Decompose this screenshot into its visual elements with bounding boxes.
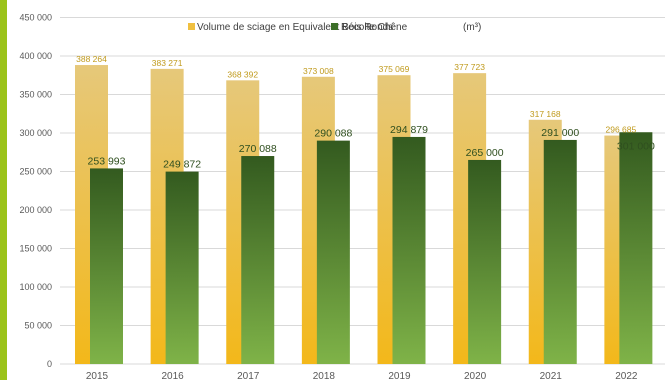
left-accent-bar (0, 0, 7, 380)
data-labels: 388 264 253 993 383 271 249 872 368 392 270 0… (76, 54, 655, 171)
x-tick-label-2015: 2015 (86, 371, 109, 380)
bars (75, 65, 653, 365)
y-tick-label: 250 000 (19, 167, 52, 177)
data-label-volume-sciage-2018: 373 008 (303, 66, 334, 76)
y-tick-label: 300 000 (19, 128, 52, 138)
data-label-volume-sciage-2017: 368 392 (227, 69, 258, 79)
data-label-recolte-chene-2020: 265 000 (466, 147, 504, 159)
bar-recolte-chene-2017 (241, 156, 275, 364)
data-label-volume-sciage-2019: 375 069 (379, 64, 410, 74)
y-tick-label: 200 000 (19, 205, 52, 215)
data-label-recolte-chene-2018: 290 088 (314, 128, 352, 140)
data-label-recolte-chene-2017: 270 088 (239, 143, 277, 155)
y-tick-label: 400 000 (19, 51, 52, 61)
x-tick-label-2017: 2017 (237, 371, 260, 380)
unit-label: (m³) (463, 22, 481, 33)
bar-recolte-chene-2022 (619, 132, 653, 364)
x-tick-label-2018: 2018 (313, 371, 336, 380)
x-tick-label-2016: 2016 (162, 371, 185, 380)
bar-recolte-chene-2019 (392, 136, 426, 364)
legend-label-recolte-chene: Récolte Chêne (341, 22, 408, 33)
y-tick-label: 150 000 (19, 244, 52, 254)
legend-label-volume-sciage: Volume de sciage en Equivalent Bois Rond… (197, 22, 393, 33)
x-tick-label-2019: 2019 (388, 371, 411, 380)
x-tick-label-2022: 2022 (615, 371, 638, 380)
data-label-volume-sciage-2015: 388 264 (76, 54, 107, 64)
bar-recolte-chene-2018 (316, 140, 350, 364)
data-label-recolte-chene-2019: 294 879 (390, 124, 428, 136)
data-label-volume-sciage-2021: 317 168 (530, 109, 561, 119)
y-tick-label: 0 (47, 359, 52, 369)
x-axis-ticks: 2015 2016 2017 2018 2019 2020 2021 2022 (86, 371, 638, 380)
y-axis-ticks: 0 50 000 100 000 150 000 200 000 250 000 300 0… (19, 13, 52, 370)
bar-recolte-chene-2015 (90, 168, 123, 364)
bar-recolte-chene-2021 (543, 139, 577, 364)
bar-recolte-chene-2020 (468, 159, 502, 364)
y-tick-label: 100 000 (19, 282, 52, 292)
data-label-recolte-chene-2015: 253 993 (88, 155, 126, 167)
x-tick-label-2021: 2021 (540, 371, 563, 380)
data-label-recolte-chene-2022: 301 000 (617, 141, 655, 153)
legend-swatch-recolte-chene (331, 23, 338, 30)
bar-recolte-chene-2016 (165, 171, 199, 364)
x-tick-label-2020: 2020 (464, 371, 487, 380)
y-tick-label: 450 000 (19, 13, 52, 23)
y-tick-label: 50 000 (24, 321, 52, 331)
data-label-recolte-chene-2016: 249 872 (163, 159, 201, 171)
data-label-volume-sciage-2016: 383 271 (152, 58, 183, 68)
data-label-volume-sciage-2020: 377 723 (454, 62, 485, 72)
data-label-recolte-chene-2021: 291 000 (541, 127, 579, 139)
legend: Volume de sciage en Equivalent Bois Rond… (188, 22, 481, 33)
data-label-volume-sciage-2022: 296 685 (606, 125, 637, 135)
y-tick-label: 350 000 (19, 90, 52, 100)
legend-swatch-volume-sciage (188, 23, 195, 30)
